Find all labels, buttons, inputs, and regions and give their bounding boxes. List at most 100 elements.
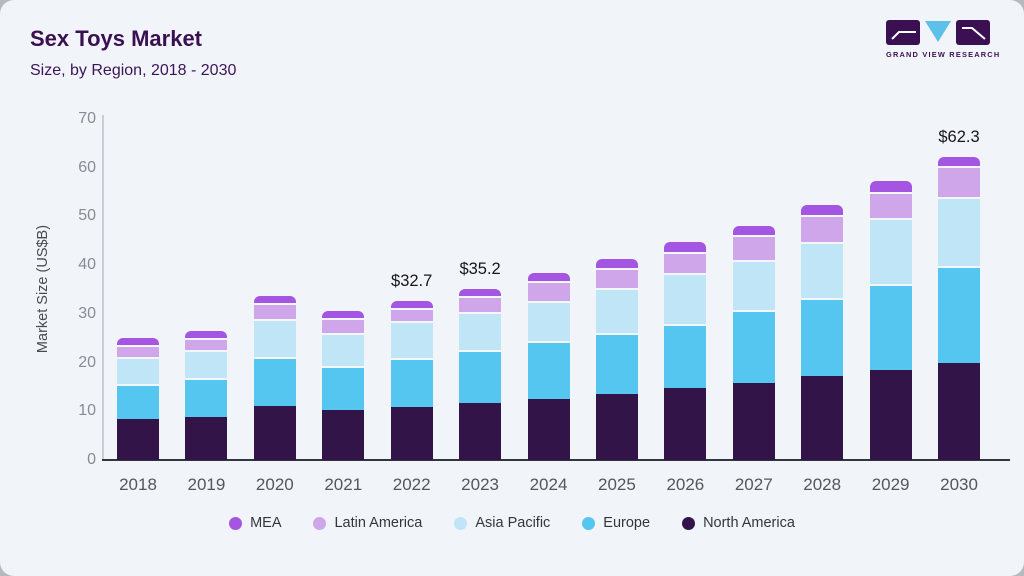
bar-2029-segment-mea [869,180,912,192]
bar-2019-segment-mea [185,330,228,338]
bar-2021-segment-mea [322,311,365,319]
bar-2022-segment-mea [390,300,433,309]
bar-2019-segment-asia-pacific [185,350,228,379]
chart-title: Sex Toys Market [30,26,203,51]
y-tick-60: 60 [78,158,96,176]
bar-2023-segment-north-america [459,403,502,460]
y-tick-0: 0 [87,451,96,468]
bar-2023 [459,288,502,460]
bar-2018-segment-europe [117,384,159,420]
legend: MEA Latin America Asia Pacific Europe North … [0,515,1024,531]
bar-2018-segment-asia-pacific [117,356,159,385]
bar-2021-segment-north-america [322,410,365,460]
legend-item-north-america: North America [682,515,795,531]
bar-2020-segment-north-america [253,405,296,460]
legend-dot-mea [229,516,243,530]
bar-2022-segment-asia-pacific [390,321,433,359]
bar-2019-segment-latin-america [185,337,228,351]
y-axis-title: Market Size (US$B) [35,224,51,354]
bar-2027-segment-latin-america [732,235,775,260]
x-label-2023: 2023 [461,475,499,494]
legend-item-mea: MEA [229,515,281,531]
bar-2025-segment-asia-pacific [595,288,638,333]
bar-2022-segment-north-america [390,406,433,460]
x-label-2027: 2027 [734,475,773,494]
bar-2028-segment-asia-pacific [801,241,844,298]
bar-2023-segment-europe [459,349,502,404]
bar-2020 [253,296,296,460]
bar-2018-segment-latin-america [117,345,159,357]
legend-item-europe: Europe [582,515,650,531]
y-tick-50: 50 [78,207,96,225]
x-label-2028: 2028 [803,475,842,494]
x-label-2024: 2024 [529,475,568,494]
bar-2028-segment-mea [801,204,844,216]
bar-2027-segment-asia-pacific [732,259,775,311]
bar-2028-segment-north-america [801,376,844,460]
x-label-2022: 2022 [392,475,431,494]
bar-2024-segment-north-america [527,398,570,460]
x-label-2029: 2029 [871,475,910,494]
bar-2025-segment-north-america [595,393,638,460]
y-tick-40: 40 [78,256,96,274]
bar-2030-segment-europe [938,265,981,363]
bar-2021-segment-latin-america [322,318,365,334]
bar-2023-segment-latin-america [459,296,502,312]
bar-2023-segment-asia-pacific [459,311,502,350]
bar-2030-segment-latin-america [938,166,981,197]
bar-2024 [527,272,570,460]
bar-2025-segment-latin-america [595,268,638,289]
bar-2019-segment-europe [185,378,228,417]
y-tick-20: 20 [78,353,96,371]
bar-2020-segment-latin-america [253,303,296,319]
bar-2028-segment-europe [801,297,844,377]
bar-2026-segment-europe [664,323,707,389]
legend-label-latin-america: Latin America [334,515,423,531]
bar-2029-segment-latin-america [869,191,912,219]
bar-2026 [664,242,707,460]
bar-2029-segment-europe [869,283,912,371]
bar-2026-segment-mea [664,242,707,252]
bar-2021 [322,311,365,460]
gvr-logo-wordmark: GRAND VIEW RESEARCH [886,50,1001,59]
bar-2026-segment-asia-pacific [664,273,707,324]
bar-2027 [732,225,775,460]
legend-item-asia-pacific: Asia Pacific [454,515,550,531]
y-tick-70: 70 [78,110,96,127]
bar-2020-segment-europe [253,356,296,406]
legend-dot-latin-america [313,516,327,530]
bar-2021-segment-asia-pacific [322,333,365,367]
bar-2029-segment-asia-pacific [869,218,912,284]
bar-2027-segment-mea [732,225,775,236]
legend-dot-north-america [682,516,696,530]
bar-2024-segment-latin-america [527,281,570,302]
bar-2018-segment-mea [117,338,159,346]
bar-2027-segment-europe [732,310,775,383]
y-tick-30: 30 [78,304,96,322]
chart-subtitle: Size, by Region, 2018 - 2030 [30,62,237,79]
bar-2024-segment-asia-pacific [527,301,570,342]
x-label-2020: 2020 [255,475,294,494]
legend-label-europe: Europe [603,515,651,531]
bar-2018-segment-north-america [117,419,159,460]
bar-2018 [117,338,159,460]
bar-2030-segment-asia-pacific [938,196,981,266]
grand-view-research-logo: GRAND VIEW RESEARCH [886,20,1001,59]
value-label-2023: $35.2 [459,259,501,278]
bar-2019 [185,330,228,460]
bar-2027-segment-north-america [732,382,775,460]
x-axis-line [102,459,1010,461]
legend-label-asia-pacific: Asia Pacific [475,515,551,531]
bar-2030 [938,156,981,460]
gvr-logo-r-block [956,20,990,45]
bar-2020-segment-asia-pacific [253,318,296,357]
bar-2028-segment-latin-america [801,215,844,242]
bar-2025-segment-mea [595,259,638,269]
bar-2022 [390,300,433,460]
bar-2030-segment-mea [938,156,981,167]
legend-dot-europe [582,516,596,530]
bar-2028 [801,204,844,460]
bar-2023-segment-mea [459,288,502,297]
